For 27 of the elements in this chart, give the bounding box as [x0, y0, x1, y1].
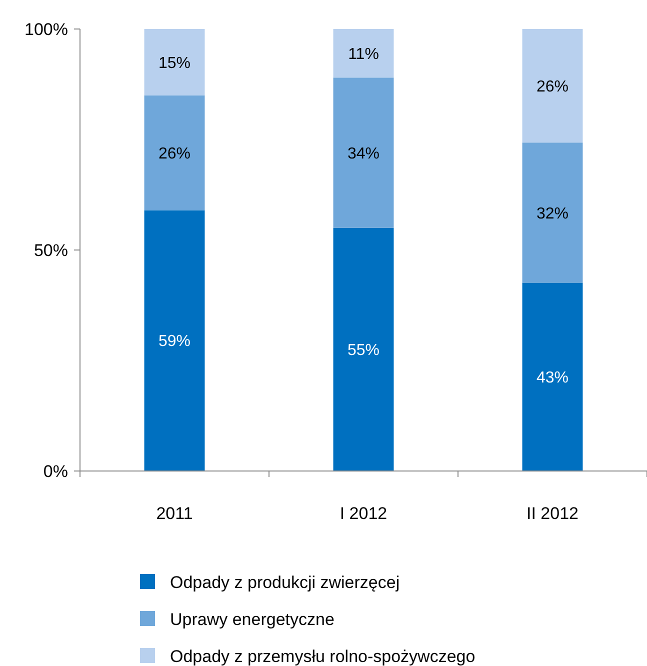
- bar: [522, 282, 583, 471]
- bar: [522, 142, 583, 283]
- data-label: 55%: [347, 342, 380, 360]
- y-tick-label: 0%: [43, 462, 68, 481]
- bar: [333, 29, 394, 78]
- x-tick-label: II 2012: [526, 504, 578, 523]
- bar: [144, 95, 205, 210]
- bar: [522, 29, 583, 143]
- data-label: 32%: [536, 205, 569, 222]
- data-label: 26%: [536, 78, 569, 96]
- data-label: 43%: [536, 369, 569, 386]
- data-label: 59%: [158, 333, 191, 350]
- data-label: 15%: [158, 54, 191, 72]
- bar: [144, 29, 205, 96]
- y-tick-label: 50%: [34, 240, 68, 260]
- y-tick-label: 100%: [24, 20, 68, 39]
- legend-label: Odpady z produkcji zwierzęcej: [170, 572, 400, 592]
- data-label: 34%: [347, 145, 380, 162]
- x-tick-label: 2011: [156, 504, 193, 523]
- bar: [333, 228, 394, 471]
- data-label: 26%: [158, 145, 191, 162]
- legend-label: Uprawy energetyczne: [170, 610, 334, 629]
- bar: [144, 210, 205, 471]
- data-label: 11%: [348, 46, 379, 63]
- x-tick-label: I 2012: [340, 504, 388, 523]
- bar: [333, 78, 394, 228]
- legend-label: Odpady z przemysłu rolno-spożywczego: [170, 646, 476, 666]
